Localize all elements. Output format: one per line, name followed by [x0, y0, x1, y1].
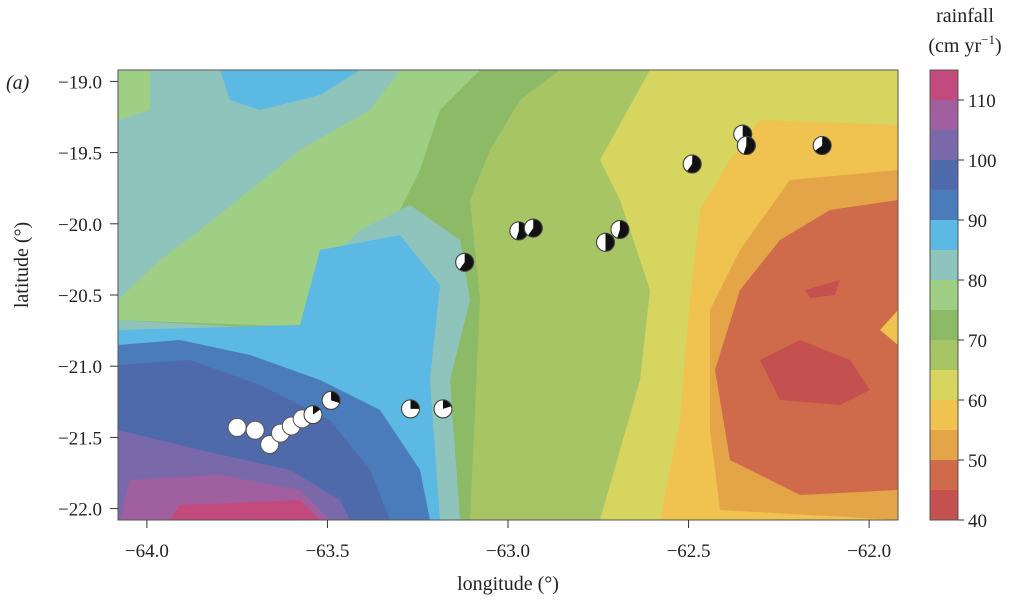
site-marker	[523, 218, 543, 238]
x-axis-label: longitude (°)	[457, 573, 559, 595]
y-tick-label: −22.0	[58, 500, 102, 521]
colorbar-tick-label: 70	[968, 331, 987, 352]
site-marker	[321, 390, 341, 410]
y-tick-label: −20.0	[58, 215, 102, 236]
colorbar-band	[930, 190, 958, 220]
colorbar: 40 50 60 70 80 90 100 110	[929, 69, 997, 532]
colorbar-title-line2: (cm yr−1)	[928, 32, 1001, 57]
colorbar-band	[930, 220, 958, 250]
colorbar-tick-label: 90	[968, 211, 987, 232]
colorbar-band	[930, 370, 958, 400]
colorbar-band	[930, 100, 958, 130]
colorbar-band	[930, 160, 958, 190]
colorbar-band	[930, 460, 958, 490]
y-tick-label: −21.5	[58, 428, 102, 449]
colorbar-tick-label: 40	[968, 511, 987, 532]
colorbar-band	[930, 280, 958, 310]
site-marker	[610, 219, 630, 239]
site-marker	[812, 135, 832, 155]
colorbar-band	[930, 70, 958, 100]
x-tick-label: −63.0	[486, 541, 530, 562]
colorbar-tick-label: 50	[968, 451, 987, 472]
colorbar-band	[930, 250, 958, 280]
site-marker	[227, 417, 247, 437]
sample-sites	[227, 124, 832, 455]
colorbar-band	[930, 340, 958, 370]
panel-label: (a)	[6, 72, 30, 94]
site-marker	[682, 154, 702, 174]
colorbar-tick-label: 100	[968, 151, 997, 172]
rainfall-contour-field	[118, 70, 898, 520]
y-axis: −19.0 −19.5 −20.0 −20.5 −21.0 −21.5 −22.0	[58, 72, 118, 521]
site-marker	[596, 232, 615, 252]
y-tick-label: −19.5	[58, 144, 102, 165]
colorbar-frame	[929, 69, 959, 521]
site-marker	[245, 420, 265, 440]
site-marker	[455, 252, 475, 272]
x-tick-label: −62.0	[847, 541, 891, 562]
x-tick-label: −62.5	[667, 541, 711, 562]
site-marker	[401, 399, 420, 419]
colorbar-band	[930, 310, 958, 340]
y-tick-label: −21.0	[58, 357, 102, 378]
x-tick-label: −64.0	[125, 541, 169, 562]
colorbar-tick-label: 110	[968, 91, 996, 112]
site-marker	[736, 135, 756, 155]
colorbar-band	[930, 400, 958, 430]
colorbar-tick-label: 60	[968, 391, 987, 412]
colorbar-band	[930, 130, 958, 160]
y-tick-label: −19.0	[58, 72, 102, 93]
colorbar-band	[930, 490, 958, 520]
colorbar-title-line1: rainfall	[936, 5, 994, 27]
site-marker	[433, 399, 453, 419]
colorbar-tick-label: 80	[968, 271, 987, 292]
site-marker	[303, 405, 323, 425]
x-axis: −64.0 −63.5 −63.0 −62.5 −62.0	[125, 520, 891, 562]
y-tick-label: −20.5	[58, 286, 102, 307]
colorbar-band	[930, 430, 958, 460]
x-tick-label: −63.5	[305, 541, 349, 562]
y-axis-label: latitude (°)	[11, 222, 33, 308]
